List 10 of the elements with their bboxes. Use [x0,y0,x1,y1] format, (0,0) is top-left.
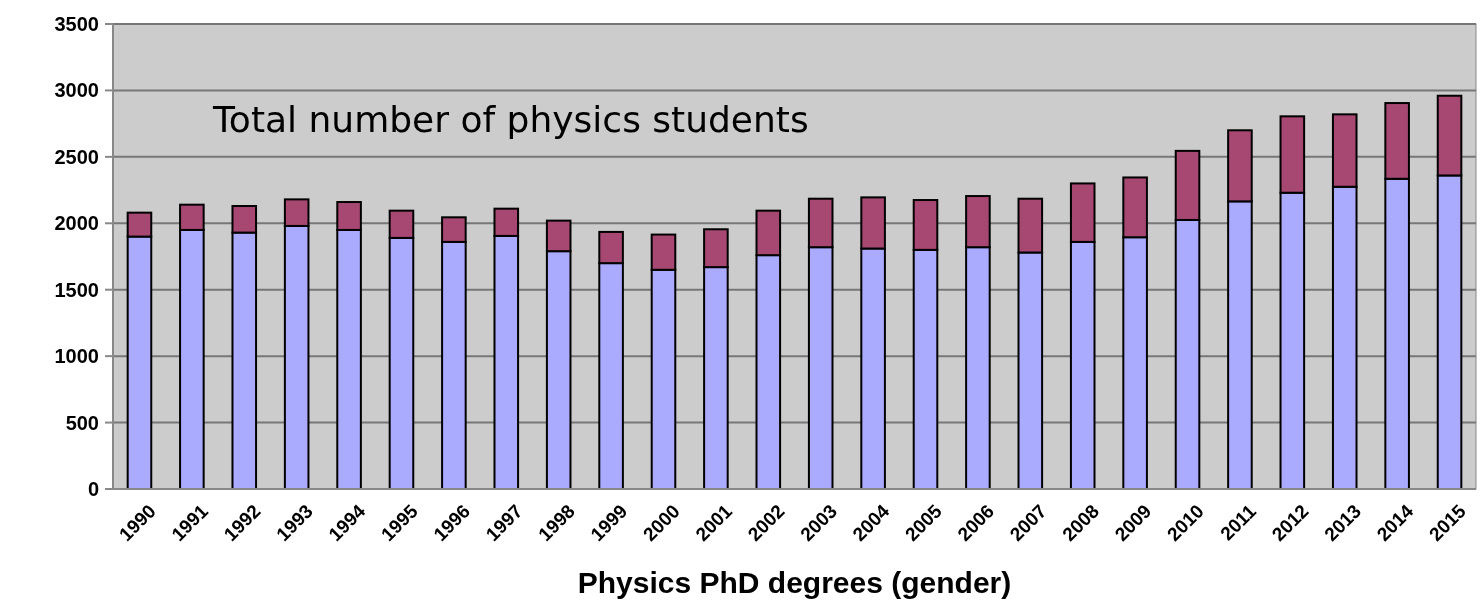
y-tick-label: 2500 [54,145,99,168]
y-tick-label: 2000 [54,212,99,235]
y-tick-label: 1500 [54,278,99,301]
y-tick-label: 1000 [54,345,99,368]
y-tick-label: 0 [87,478,99,500]
y-tick-label: 3500 [54,13,99,35]
annotation: Total number of physics students [212,99,809,140]
x-axis-title: Physics PhD degrees (gender) [577,566,1012,599]
y-tick-label: 500 [65,411,99,434]
y-tick-label: 3000 [54,79,99,102]
